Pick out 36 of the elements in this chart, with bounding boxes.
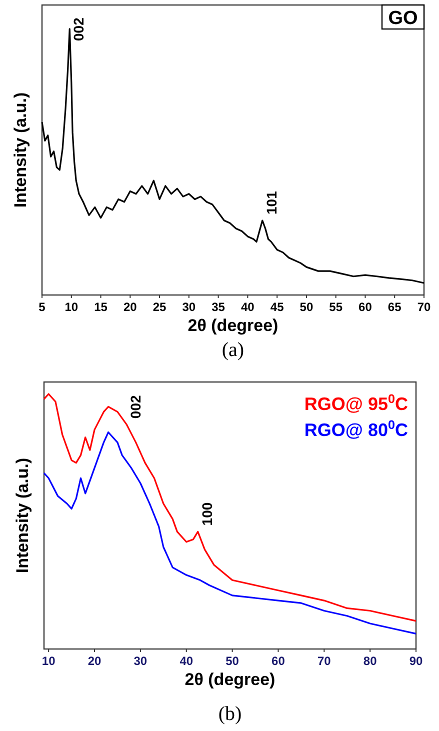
x-tick-label: 45 xyxy=(270,300,284,314)
x-axis-title: 2θ (degree) xyxy=(184,670,276,689)
x-tick-label: 40 xyxy=(180,654,194,668)
x-tick-label: 80 xyxy=(363,654,378,668)
x-tick-label: 35 xyxy=(212,300,226,314)
x-tick-label: 40 xyxy=(241,300,255,314)
text: RGO@ 80$^{0}$C xyxy=(304,418,408,440)
annotation: 002 xyxy=(128,395,144,419)
annotation: 002 xyxy=(70,17,87,41)
x-tick-label: 70 xyxy=(417,300,431,314)
x-tick-label: 50 xyxy=(226,654,240,668)
x-tick-label: 55 xyxy=(329,300,343,314)
annotation: 101 xyxy=(263,190,280,215)
y-axis-title: Intensity (a.u.) xyxy=(13,458,32,574)
x-tick-label: 30 xyxy=(182,300,196,314)
x-tick-label: 65 xyxy=(388,300,402,314)
x-axis-title: 2θ (degree) xyxy=(188,316,278,335)
x-tick-label: 20 xyxy=(88,654,102,668)
x-tick-label: 5 xyxy=(38,300,46,314)
annotation: GO xyxy=(388,8,418,29)
text: (b) xyxy=(218,703,242,725)
y-axis-title: Intensity (a.u.) xyxy=(11,92,30,208)
x-tick-label: 90 xyxy=(409,654,423,668)
text: (a) xyxy=(222,339,244,361)
x-tick-label: 15 xyxy=(94,300,108,314)
x-tick-label: 50 xyxy=(300,300,314,314)
x-tick-label: 60 xyxy=(272,654,286,668)
annotation: 100 xyxy=(198,502,215,526)
x-tick-label: 20 xyxy=(123,300,138,314)
x-tick-label: 10 xyxy=(64,300,78,314)
x-tick-label: 25 xyxy=(152,300,167,314)
x-tick-label: 30 xyxy=(134,654,148,668)
x-tick-label: 10 xyxy=(42,654,56,668)
text: RGO@ 95$^{0}$C xyxy=(304,392,408,414)
x-tick-label: 60 xyxy=(358,300,372,314)
x-tick-label: 70 xyxy=(317,654,332,668)
